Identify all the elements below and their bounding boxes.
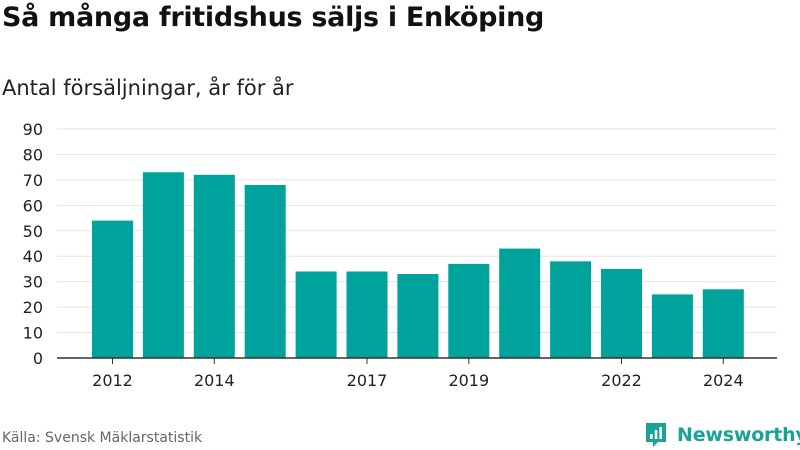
y-tick-label: 0 xyxy=(33,349,43,368)
bar xyxy=(193,174,235,358)
bar xyxy=(244,184,286,358)
y-tick-label: 10 xyxy=(23,324,43,343)
bar xyxy=(499,248,541,358)
x-tick-label: 2012 xyxy=(92,371,133,390)
chart-subtitle: Antal försäljningar, år för år xyxy=(2,76,294,100)
x-tick-label: 2019 xyxy=(448,371,489,390)
y-tick-label: 50 xyxy=(23,222,43,241)
bar xyxy=(651,294,693,358)
bar xyxy=(346,271,388,358)
x-tick-label: 2017 xyxy=(347,371,388,390)
bars xyxy=(92,172,744,358)
y-tick-label: 30 xyxy=(23,273,43,292)
x-tick-label: 2022 xyxy=(601,371,642,390)
bar xyxy=(550,261,592,358)
source-note: Källa: Svensk Mäklarstatistik xyxy=(2,430,203,446)
bar xyxy=(142,172,184,358)
brand-name: Newsworthy xyxy=(677,424,800,446)
bar xyxy=(397,274,439,358)
y-tick-label: 90 xyxy=(23,120,43,139)
newsworthy-logo-icon xyxy=(646,423,666,447)
y-tick-label: 70 xyxy=(23,171,43,190)
bar xyxy=(92,220,133,358)
bar xyxy=(601,268,642,358)
y-tick-label: 60 xyxy=(23,196,43,215)
x-tick-label: 2014 xyxy=(194,371,235,390)
y-axis-ticks: 0 10 20 30 40 50 60 70 80 90 xyxy=(23,120,43,368)
brand-logo: Newsworthy xyxy=(644,421,800,449)
chart-title: Så många fritidshus säljs i Enköping xyxy=(2,2,545,33)
bar xyxy=(702,289,744,358)
bar xyxy=(295,271,337,358)
bar xyxy=(448,263,490,358)
y-tick-label: 40 xyxy=(23,247,43,266)
y-tick-label: 20 xyxy=(23,298,43,317)
x-tick-label: 2024 xyxy=(703,371,744,390)
y-tick-label: 80 xyxy=(23,145,43,164)
x-axis-ticks: 2012 2014 2017 2019 2022 2024 xyxy=(92,358,744,390)
